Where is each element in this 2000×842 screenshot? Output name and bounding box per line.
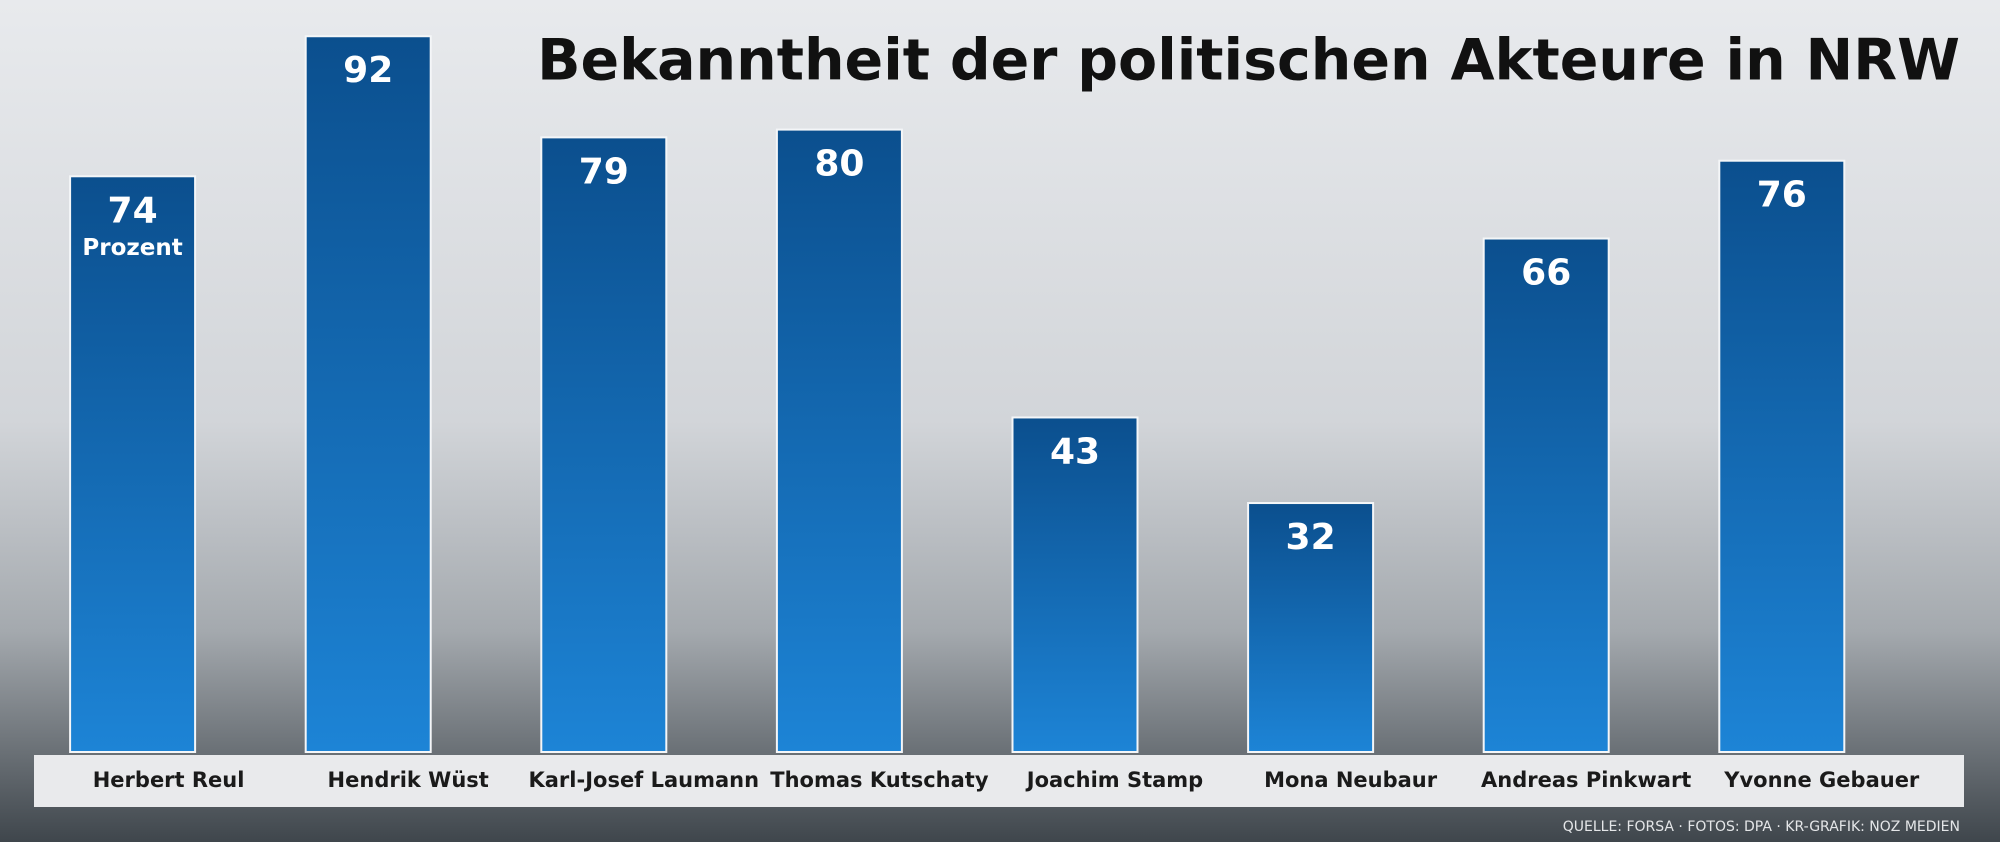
x-tick-label: Yvonne Gebauer bbox=[1723, 768, 1920, 792]
value-label: 92 bbox=[343, 50, 393, 91]
value-unit: Prozent bbox=[82, 235, 182, 261]
value-label: 79 bbox=[579, 151, 629, 192]
bar bbox=[1247, 502, 1375, 754]
bar bbox=[1011, 416, 1139, 753]
x-tick-label: Thomas Kutschaty bbox=[770, 768, 989, 792]
bars bbox=[69, 35, 1846, 754]
source-note: QUELLE: FORSA · FOTOS: DPA · KR-GRAFIK: … bbox=[1563, 819, 1960, 835]
bar bbox=[1718, 159, 1846, 754]
bar bbox=[304, 35, 432, 754]
bar bbox=[775, 128, 903, 754]
x-tick-label: Hendrik Wüst bbox=[328, 768, 489, 792]
value-label: 32 bbox=[1286, 517, 1336, 558]
x-tick-label: Herbert Reul bbox=[93, 768, 245, 792]
value-label: 76 bbox=[1757, 175, 1807, 216]
chart-title: Bekanntheit der politischen Akteure in N… bbox=[537, 28, 1960, 94]
bar bbox=[69, 175, 197, 753]
value-label: 74 bbox=[108, 190, 158, 231]
bar bbox=[540, 136, 668, 753]
value-label: 80 bbox=[814, 144, 864, 185]
x-tick-label: Andreas Pinkwart bbox=[1481, 768, 1691, 792]
x-tick-label: Karl-Josef Laumann bbox=[528, 768, 759, 792]
label-strip bbox=[34, 755, 1964, 807]
value-label: 43 bbox=[1050, 431, 1100, 472]
bar bbox=[1482, 237, 1610, 753]
value-label: 66 bbox=[1521, 253, 1571, 294]
x-tick-label: Joachim Stamp bbox=[1025, 768, 1203, 792]
x-tick-label: Mona Neubaur bbox=[1264, 768, 1438, 792]
